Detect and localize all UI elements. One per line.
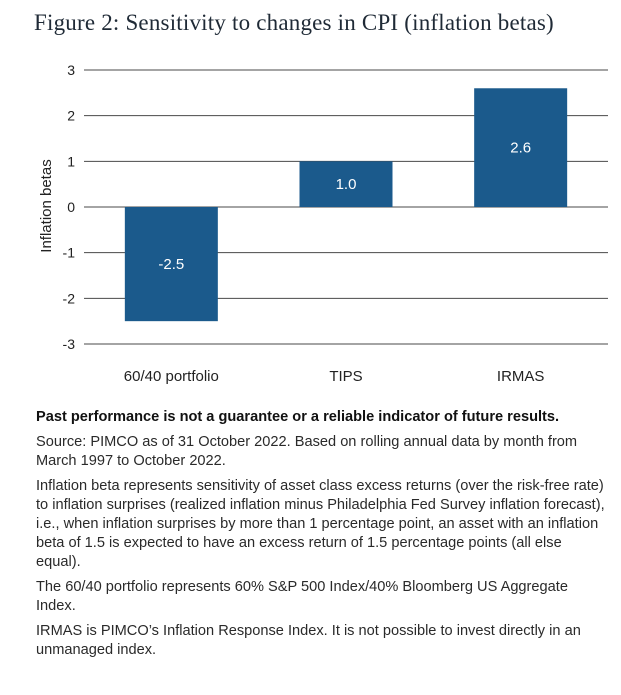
x-category-label: 60/40 portfolio — [124, 368, 219, 385]
chart-notes: Past performance is not a guarantee or a… — [36, 408, 606, 666]
chart-title: Figure 2: Sensitivity to changes in CPI … — [34, 10, 554, 35]
bars: -2.5 1.0 2.6 — [124, 88, 568, 322]
source-text: Source: PIMCO as of 31 October 2022. Bas… — [36, 434, 578, 469]
definition-text: Inflation beta represents sensitivity of… — [36, 478, 605, 570]
y-tick-label: -3 — [63, 336, 76, 352]
y-ticks: 3 2 1 0 -1 -2 -3 — [63, 62, 76, 352]
x-category-labels: 60/40 portfolio TIPS IRMAS — [124, 368, 545, 385]
y-tick-label: 2 — [67, 108, 75, 124]
y-tick-label: 1 — [67, 153, 75, 169]
y-axis-label: Inflation betas — [38, 159, 55, 252]
bar-value-label: 1.0 — [336, 176, 357, 193]
bar-chart: -2.5 1.0 2.6 3 2 1 0 -1 -2 -3 60/40 portfolio TIP… — [38, 62, 608, 385]
y-tick-label: 3 — [67, 62, 75, 78]
x-category-label: TIPS — [329, 368, 362, 385]
irmas-text: IRMAS is PIMCO’s Inflation Response Inde… — [36, 623, 581, 658]
y-tick-label: -2 — [63, 290, 76, 306]
bar-60-40-portfolio — [124, 207, 218, 322]
x-category-label: IRMAS — [497, 368, 545, 385]
y-tick-label: -1 — [63, 245, 76, 261]
bar-value-label: -2.5 — [158, 256, 184, 273]
bar-tips — [299, 161, 393, 207]
y-tick-label: 0 — [67, 199, 75, 215]
bar-value-label: 2.6 — [510, 140, 531, 157]
portfolio-text: The 60/40 portfolio represents 60% S&P 5… — [36, 579, 568, 614]
bar-irmas — [474, 88, 568, 207]
disclaimer-text: Past performance is not a guarantee or a… — [36, 409, 560, 425]
